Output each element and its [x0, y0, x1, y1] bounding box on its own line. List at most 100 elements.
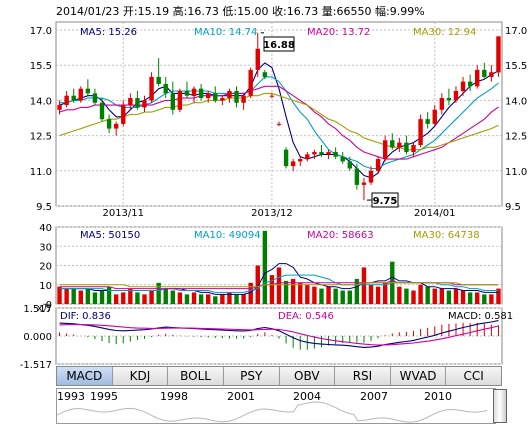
candle-body [248, 69, 253, 96]
candle-body [439, 98, 445, 110]
candle-body [99, 102, 105, 120]
macd-line-dif [59, 320, 499, 348]
open-value: 15.19 [137, 5, 170, 18]
volume-ma-line-ma30 [59, 282, 499, 288]
macd-panel: 1.517 0.000 -1.517 DIF: 0.836 DEA: 0.546 MACD… [20, 304, 513, 371]
candle-body [418, 119, 423, 145]
candle-body [64, 95, 69, 106]
price-legend-ma20: MA20: 13.72 [307, 27, 370, 38]
candle-body [312, 152, 317, 155]
candle-body [283, 149, 289, 167]
tab-cci[interactable]: CCI [463, 369, 484, 383]
volume-bar [248, 282, 253, 304]
volume-bar [71, 288, 76, 304]
macd-tick-label: -1.517 [20, 360, 52, 371]
candle-body [128, 98, 133, 106]
year-label: 2007 [360, 390, 388, 403]
volume-bar [460, 290, 466, 304]
price-tick-label-left: 17.0 [30, 26, 52, 37]
year-label: 1995 [90, 390, 118, 403]
candle-body [425, 119, 430, 124]
close-value: 16.73 [286, 5, 319, 18]
volume-bar [432, 288, 437, 304]
price-legend-ma5: MA5: 15.26 [80, 27, 137, 38]
volume-bar [496, 288, 501, 304]
volume-bar [135, 292, 140, 304]
volume-bar [92, 292, 98, 304]
candle-body [227, 91, 232, 99]
candle-body [460, 81, 466, 92]
candle-body [177, 91, 183, 110]
volume-bar [298, 282, 303, 304]
volume-bar [177, 292, 183, 304]
tab-psy[interactable]: PSY [224, 367, 280, 385]
year-label: 2004 [293, 390, 321, 403]
tab-wvad[interactable]: WVAD [391, 367, 447, 385]
candle-body [404, 142, 409, 153]
macd-tick-label: 0.000 [23, 332, 52, 343]
volume-bar [234, 294, 239, 304]
open-label: 开: [122, 5, 138, 18]
candle-body [163, 83, 168, 94]
year-label: 2010 [424, 390, 452, 403]
volume-bar [262, 230, 268, 304]
volume-bar [142, 294, 147, 304]
candle-body [354, 168, 360, 185]
volume-unit-label: x万 [37, 304, 51, 314]
timeline-drag-handle[interactable] [493, 389, 507, 423]
tab-rsi[interactable]: RSI [335, 367, 391, 385]
low-value: 15.00 [237, 5, 269, 18]
candle-body [213, 93, 218, 101]
volume-bar [57, 286, 62, 304]
volume-bar [453, 288, 459, 304]
volume-bar [333, 288, 338, 304]
tab-kdj[interactable]: KDJ [113, 367, 169, 385]
candle-body [191, 88, 197, 96]
volume-bar [312, 286, 317, 304]
candle-body [220, 98, 225, 101]
volume-panel: 40 30 20 10 0 MA5: 50150 MA10: 49094 MA20: 5866… [37, 223, 503, 314]
price-tick-label-right: 9.5 [505, 202, 521, 213]
volume-bar [121, 292, 126, 304]
volume-bar [382, 282, 388, 304]
candle-body [57, 105, 62, 110]
tab-obv[interactable]: OBV [280, 367, 336, 385]
volume-legend-ma30: MA30: 64738 [413, 230, 480, 241]
tab-macd[interactable]: MACD [57, 367, 113, 385]
volume-bar [106, 286, 112, 304]
volume-bar [283, 280, 289, 304]
candle-body [121, 105, 126, 124]
candle-body [432, 109, 437, 124]
candle-body [489, 72, 494, 77]
candle-body [106, 119, 112, 129]
macd-line-dea [59, 324, 499, 346]
year-label: 1998 [160, 390, 188, 403]
volume-bar [397, 286, 402, 304]
date-axis-label: 2014/01 [414, 208, 456, 219]
high-label: 高: [172, 5, 188, 18]
low-annotation-label: 9.75 [373, 196, 398, 207]
volume-legend-ma20: MA20: 58663 [307, 230, 374, 241]
change-value: 9.99% [389, 5, 425, 18]
volume-bar [425, 286, 430, 304]
low-label: 低: [222, 5, 238, 18]
candle-body [390, 140, 395, 148]
volume-bar [404, 288, 409, 304]
timeline-navigator[interactable]: 1993 1995 1998 2001 2004 2007 2010 [56, 388, 496, 424]
volume-bar [198, 294, 204, 304]
candle-body [397, 142, 402, 148]
high-value: 16.73 [187, 5, 219, 18]
candle-body [298, 159, 303, 162]
candle-body [92, 93, 98, 103]
candle-body [375, 159, 381, 171]
timeline-sparkline [57, 401, 488, 423]
candle-body [446, 98, 452, 101]
tab-boll[interactable]: BOLL [168, 367, 224, 385]
volume-bar [241, 294, 246, 304]
candle-body [170, 93, 176, 110]
year-label: 2001 [227, 390, 255, 403]
price-tick-label-left: 9.5 [36, 202, 52, 213]
date-axis-label: 2013/12 [251, 208, 293, 219]
indicator-tabs: MACD KDJ BOLL PSY OBV RSI WVAD CCI [56, 366, 502, 386]
